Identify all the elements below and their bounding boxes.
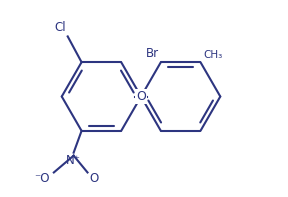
- Text: O: O: [90, 172, 99, 185]
- Text: Cl: Cl: [54, 21, 66, 34]
- Text: O: O: [136, 90, 146, 103]
- Text: Br: Br: [146, 47, 159, 60]
- Text: CH₃: CH₃: [203, 50, 223, 60]
- Text: N⁺: N⁺: [66, 154, 81, 167]
- Text: ⁻O: ⁻O: [34, 172, 50, 185]
